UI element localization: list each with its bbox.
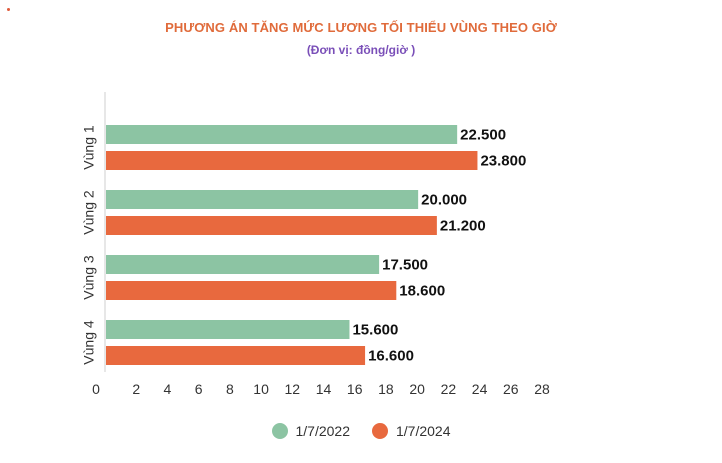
category-label: Vùng 1 <box>81 125 97 170</box>
data-label: 18.600 <box>399 282 445 299</box>
category-label: Vùng 2 <box>81 190 97 235</box>
data-label: 21.200 <box>440 217 486 234</box>
bar-series-1 <box>106 320 350 339</box>
x-tick-label: 0 <box>92 381 100 397</box>
chart-title: PHƯƠNG ÁN TĂNG MỨC LƯƠNG TỐI THIỂU VÙNG … <box>165 20 557 35</box>
x-tick-label: 2 <box>132 381 140 397</box>
x-tick-label: 12 <box>284 381 300 397</box>
bar-series-1 <box>106 190 419 209</box>
data-label: 15.600 <box>352 321 398 338</box>
x-tick-label: 20 <box>409 381 425 397</box>
legend-swatch-series-2 <box>372 423 388 439</box>
x-tick-label: 22 <box>441 381 457 397</box>
bar-series-2 <box>106 346 366 365</box>
legend: 1/7/2022 1/7/2024 <box>0 423 722 439</box>
legend-label-series-1: 1/7/2022 <box>295 423 351 439</box>
data-label: 17.500 <box>382 256 428 273</box>
x-tick-label: 6 <box>195 381 203 397</box>
bar-series-2 <box>106 151 478 170</box>
bar-series-1 <box>106 125 458 144</box>
data-label: 20.000 <box>421 191 467 208</box>
legend-label-series-2: 1/7/2024 <box>396 423 451 439</box>
x-tick-label: 14 <box>316 381 332 397</box>
x-tick-label: 28 <box>534 381 550 397</box>
x-tick-label: 26 <box>503 381 519 397</box>
x-tick-label: 8 <box>226 381 234 397</box>
bar-series-2 <box>106 281 397 300</box>
legend-swatch-series-1 <box>271 423 288 439</box>
category-label: Vùng 3 <box>81 255 97 300</box>
x-tick-label: 10 <box>253 381 269 397</box>
bar-series-2 <box>106 216 437 235</box>
x-tick-label: 24 <box>472 381 488 397</box>
x-tick-label: 4 <box>164 381 172 397</box>
corner-dot <box>7 8 10 11</box>
data-label: 23.800 <box>480 152 526 169</box>
data-label: 16.600 <box>368 347 414 364</box>
x-tick-label: 18 <box>378 381 394 397</box>
category-label: Vùng 4 <box>81 320 97 365</box>
data-label: 22.500 <box>460 126 506 143</box>
chart-subtitle: (Đơn vị: đồng/giờ ) <box>306 43 416 57</box>
bar-series-1 <box>106 255 380 274</box>
x-tick-label: 16 <box>347 381 363 397</box>
legend-item-series-2[interactable]: 1/7/2024 <box>372 423 451 439</box>
legend-item-series-1[interactable]: 1/7/2022 <box>271 423 351 439</box>
